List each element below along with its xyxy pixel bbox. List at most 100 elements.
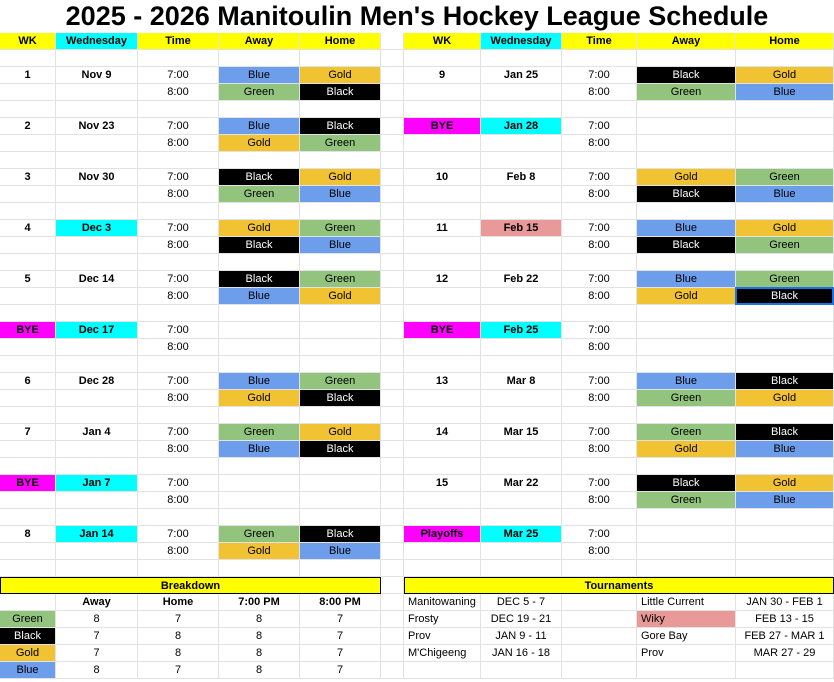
grid-cell (736, 118, 834, 135)
away-team: Blue (219, 288, 300, 305)
grid-cell (381, 407, 404, 424)
grid-cell (300, 203, 381, 220)
grid-cell (381, 475, 404, 492)
grid-cell (736, 339, 834, 356)
grid-cell (138, 50, 219, 67)
home-team: Gold (300, 169, 381, 186)
away-team: Gold (219, 135, 300, 152)
grid-cell (637, 407, 736, 424)
home-team: Blue (736, 492, 834, 509)
column-header: Wednesday (56, 33, 138, 50)
week-number: 4 (0, 220, 56, 237)
grid-cell (300, 322, 381, 339)
grid-cell (219, 356, 300, 373)
grid-cell (381, 441, 404, 458)
home-team: Black (300, 84, 381, 101)
grid-cell (404, 407, 481, 424)
breakdown-count: 8 (219, 611, 300, 628)
grid-cell (381, 373, 404, 390)
grid-cell (300, 458, 381, 475)
game-time: 8:00 (562, 186, 637, 203)
grid-cell (56, 254, 138, 271)
grid-cell (562, 560, 637, 577)
week-number: 1 (0, 67, 56, 84)
away-team: Blue (219, 373, 300, 390)
week-number: 2 (0, 118, 56, 135)
week-number: 11 (404, 220, 481, 237)
selected-cell[interactable] (735, 287, 834, 305)
grid-cell (300, 50, 381, 67)
grid-cell (56, 509, 138, 526)
grid-cell (562, 662, 637, 679)
grid-cell (481, 390, 562, 407)
away-team: Green (637, 424, 736, 441)
game-time: 8:00 (562, 390, 637, 407)
week-date: Jan 7 (56, 475, 138, 492)
grid-cell (736, 322, 834, 339)
week-number: 10 (404, 169, 481, 186)
breakdown-count: 8 (56, 611, 138, 628)
week-number: 9 (404, 67, 481, 84)
away-team: Green (637, 84, 736, 101)
grid-cell (0, 254, 56, 271)
week-date: Nov 30 (56, 169, 138, 186)
grid-cell (481, 509, 562, 526)
week-date: Nov 23 (56, 118, 138, 135)
game-time: 7:00 (138, 271, 219, 288)
grid-cell (481, 50, 562, 67)
grid-cell (481, 543, 562, 560)
column-header: Home (300, 33, 381, 50)
game-time: 8:00 (562, 237, 637, 254)
away-team: Blue (637, 271, 736, 288)
away-team: Black (637, 186, 736, 203)
grid-cell (481, 237, 562, 254)
grid-cell (0, 152, 56, 169)
week-number: 15 (404, 475, 481, 492)
grid-cell (404, 203, 481, 220)
grid-cell (0, 560, 56, 577)
away-team: Gold (637, 169, 736, 186)
away-team: Blue (219, 67, 300, 84)
week-date: Dec 3 (56, 220, 138, 237)
grid-cell (736, 407, 834, 424)
grid-cell (381, 662, 404, 679)
grid-cell (404, 662, 481, 679)
sheet-title: 2025 - 2026 Manitoulin Men's Hockey Leag… (65, 1, 769, 31)
away-team: Green (219, 424, 300, 441)
grid-cell (381, 390, 404, 407)
grid-cell (637, 203, 736, 220)
home-team: Green (736, 271, 834, 288)
grid-cell (219, 458, 300, 475)
grid-cell (56, 441, 138, 458)
grid-cell (0, 50, 56, 67)
grid-cell (404, 135, 481, 152)
grid-cell (404, 560, 481, 577)
game-time: 8:00 (138, 543, 219, 560)
grid-cell (381, 50, 404, 67)
grid-cell (381, 492, 404, 509)
grid-cell (481, 662, 562, 679)
grid-cell (138, 305, 219, 322)
grid-cell (56, 356, 138, 373)
game-time: 7:00 (562, 67, 637, 84)
grid-cell (481, 152, 562, 169)
grid-cell (138, 203, 219, 220)
game-time: 7:00 (138, 118, 219, 135)
grid-cell (736, 560, 834, 577)
grid-cell (138, 152, 219, 169)
game-time: 8:00 (138, 135, 219, 152)
grid-cell (56, 390, 138, 407)
grid-cell (404, 50, 481, 67)
breakdown-header: 7:00 PM (219, 594, 300, 611)
grid-cell (219, 322, 300, 339)
grid-cell (562, 458, 637, 475)
grid-cell (381, 628, 404, 645)
game-time: 8:00 (562, 543, 637, 560)
grid-cell (381, 543, 404, 560)
grid-cell (138, 101, 219, 118)
grid-cell (381, 339, 404, 356)
grid-cell (381, 220, 404, 237)
away-team: Gold (219, 390, 300, 407)
grid-cell (56, 560, 138, 577)
tournament-dates: JAN 16 - 18 (481, 645, 562, 662)
